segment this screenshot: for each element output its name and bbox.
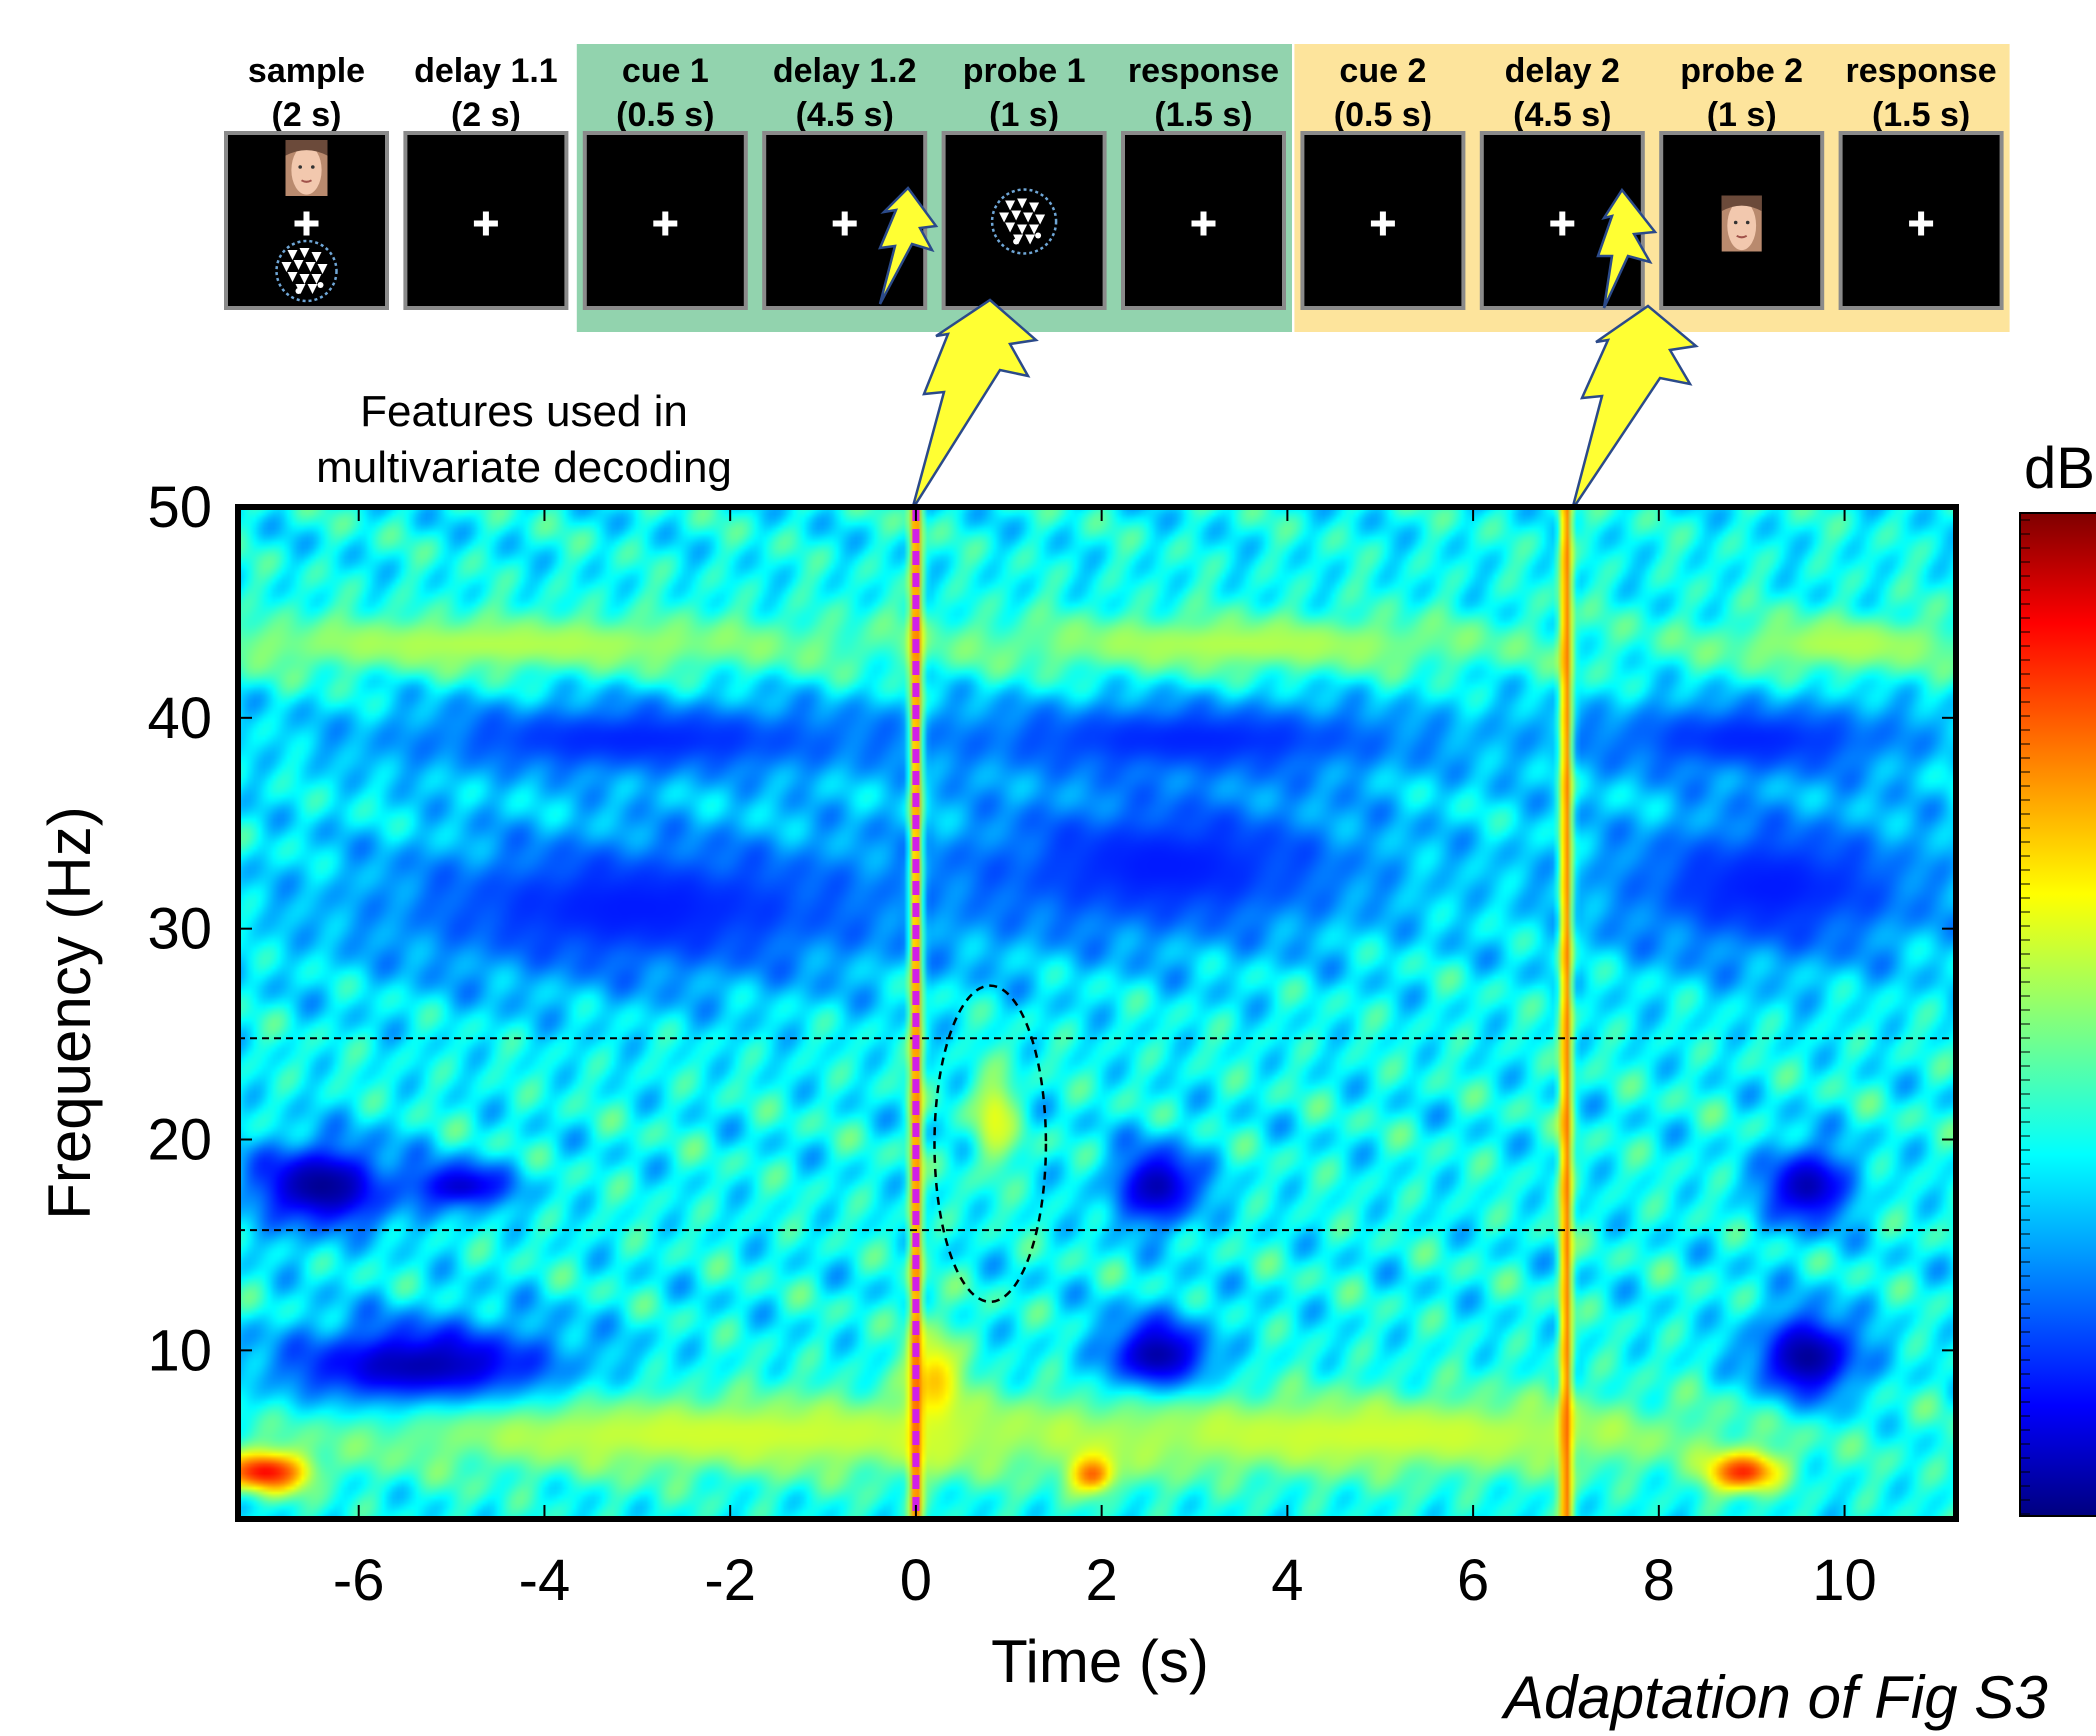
x-tick-label: 4 [1271,1548,1303,1613]
phase-6: response (1.5 s) [1121,52,1286,310]
lightning-bolt-icon [1596,187,1658,309]
phase-duration: (4.5 s) [1513,96,1611,134]
phase-name: probe 1 [963,52,1086,90]
phase-9: probe 2 (1 s) [1659,52,1825,310]
phase-4: delay 1.2 (4.5 s) [762,52,928,310]
fixation-cross-icon [1909,211,1934,236]
phase-name: delay 1.1 [414,52,558,90]
lightning-bolt-icon [878,186,939,305]
colorbar: dB [2019,436,2096,1517]
phase-duration: (4.5 s) [796,96,894,134]
x-tick-label: 6 [1457,1548,1489,1613]
roi-ellipse [933,984,1048,1304]
phase-2: delay 1.1 (2 s) [403,52,569,310]
y-tick-label: 30 [147,897,212,962]
phase-name: cue 1 [622,52,709,90]
plot-frame [235,504,1959,1522]
phase-duration: (1.5 s) [1154,96,1252,134]
colorbar-gradient [2019,512,2096,1517]
colorbar-label: dB [2024,436,2095,501]
x-tick-label: 0 [900,1548,932,1613]
phase-name: probe 2 [1680,52,1803,90]
phase-3: cue 1 (0.5 s) [582,52,748,310]
phase-name: response [1128,52,1279,90]
phase-name: sample [248,52,365,90]
phase-7: cue 2 (0.5 s) [1300,52,1466,310]
phase-duration: (1 s) [989,96,1059,134]
fixation-cross-icon [832,211,857,236]
phase-duration: (2 s) [272,96,342,134]
phase-1: sample (2 s) [224,52,389,310]
y-tick-label: 50 [147,475,212,540]
y-tick-label: 10 [147,1318,212,1383]
dot-pattern-icon [275,239,338,303]
phase-name: response [1846,52,1997,90]
trial-timeline: sample (2 s) delay 1.1 (2 s) cue 1 (0.5 s) del… [224,44,2010,332]
phase-name: delay 2 [1505,52,1620,90]
phase-name: delay 1.2 [773,52,917,90]
phase-5: probe 1 (1 s) [941,52,1107,310]
phase-duration: (0.5 s) [1334,96,1432,134]
lightning-bolt-icon [1570,304,1699,511]
phase-duration: (0.5 s) [616,96,714,134]
phase-10: response (1.5 s) [1838,52,2004,310]
fixation-cross-icon [653,211,678,236]
spectrogram-plot: -6 -4 -2 0 2 4 6 8 10 10 20 30 40 50 [147,475,1959,1613]
x-axis-label: Time (s) [991,1628,1209,1695]
phase-name: cue 2 [1339,52,1426,90]
figure-caption: Adaptation of Fig S3 [1501,1664,2048,1731]
x-tick-label: -6 [333,1548,385,1613]
x-tick-label: 2 [1086,1548,1118,1613]
phase-duration: (1.5 s) [1872,96,1970,134]
x-tick-label: 10 [1812,1548,1877,1613]
spectrogram-heatmap [238,507,1956,1519]
y-tick-label: 20 [147,1108,212,1173]
fixation-cross-icon [1370,211,1395,236]
y-tick-label: 40 [147,686,212,751]
y-axis-label: Frequency (Hz) [36,806,103,1219]
fixation-cross-icon [473,211,498,236]
x-tick-label: 8 [1643,1548,1675,1613]
phase-duration: (1 s) [1707,96,1777,134]
dot-pattern-icon [990,188,1058,255]
face-icon [285,140,328,196]
x-tick-label: -4 [519,1548,571,1613]
face-icon [1721,195,1762,252]
decoding-features-annotation: Features used in multivariate decoding [316,387,732,492]
fixation-cross-icon [1191,211,1216,236]
x-tick-label: -2 [704,1548,756,1613]
fixation-cross-icon [294,211,319,236]
fixation-cross-icon [1550,211,1575,236]
phase-duration: (2 s) [451,96,521,134]
